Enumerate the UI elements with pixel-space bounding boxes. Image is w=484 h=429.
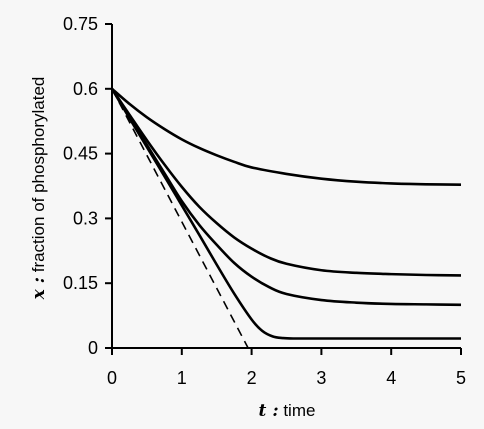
series-line-1 <box>111 87 462 187</box>
y-tick-label: 0 <box>88 338 98 358</box>
axes <box>111 24 461 349</box>
x-tick-label: 1 <box>177 368 187 388</box>
x-tick-label: 0 <box>107 368 117 388</box>
x-axis-label: time <box>279 401 316 420</box>
y-tick-label: 0.3 <box>73 208 98 228</box>
x-tick-label: 2 <box>247 368 257 388</box>
x-axis-variable: t : <box>259 401 279 421</box>
y-tick-label: 0.45 <box>63 144 98 164</box>
tick-marks <box>105 23 462 355</box>
x-axis-title: t : time <box>259 401 316 421</box>
x-tick-label: 5 <box>456 368 466 388</box>
y-axis-title: x : fraction of phosphorylated <box>29 77 49 301</box>
series-group <box>110 87 462 349</box>
y-axis-variable: x : <box>29 277 49 300</box>
dashed-series-line-5 <box>111 88 249 349</box>
y-axis-label: fraction of phosphorylated <box>29 77 48 277</box>
tick-labels: 0 1 2 3 4 5 0 0.15 0.3 0.45 0.6 0.75 <box>63 14 466 388</box>
y-tick-label: 0.15 <box>63 273 98 293</box>
y-tick-label: 0.75 <box>63 14 98 34</box>
x-tick-label: 3 <box>316 368 326 388</box>
series-line-2 <box>110 88 462 277</box>
y-tick-label: 0.6 <box>73 79 98 99</box>
x-tick-label: 4 <box>386 368 396 388</box>
series-line-3 <box>110 88 462 307</box>
series-line-4 <box>110 88 461 340</box>
